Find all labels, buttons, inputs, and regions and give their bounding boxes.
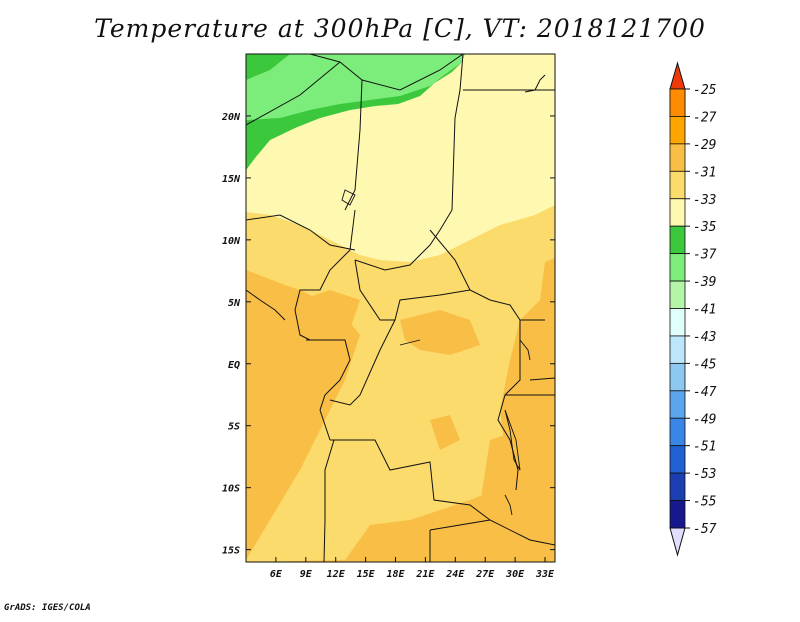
colorbar-label: -41 — [693, 303, 716, 318]
colorbar-label: -57 — [693, 522, 717, 537]
colorbar-label: -39 — [693, 275, 716, 290]
lat-tick-label: 10N — [222, 236, 241, 247]
colorbar-swatch — [669, 390, 686, 419]
lon-tick-label: 6E — [270, 569, 283, 580]
colorbar-label: -51 — [693, 440, 716, 455]
lon-tick-label: 24E — [445, 569, 465, 580]
colorbar-label: -31 — [693, 165, 716, 180]
colorbar-label: -37 — [693, 248, 717, 263]
colorbar-bottom-arrow — [669, 527, 686, 557]
chart-title: Temperature at 300hPa [C], VT: 201812170… — [94, 14, 706, 43]
colorbar-swatch — [669, 362, 686, 392]
field-band-green-light — [246, 54, 465, 170]
lat-tick-label: 15N — [222, 174, 241, 185]
colorbar-swatch — [669, 88, 686, 117]
colorbar-swatch — [669, 143, 686, 172]
colorbar-label: -43 — [693, 330, 716, 345]
lon-tick-label: 18E — [386, 569, 405, 580]
lon-tick-label: 27E — [475, 569, 495, 580]
lat-tick-label: 5N — [228, 298, 241, 309]
colorbar-swatch — [669, 335, 686, 364]
colorbar-label: -29 — [693, 138, 716, 153]
colorbar-swatch — [669, 417, 686, 447]
colorbar-label: -45 — [693, 357, 717, 372]
lon-tick-label: 12E — [327, 569, 346, 580]
colorbar-swatch — [669, 198, 686, 227]
lakes-and-coast — [341, 189, 531, 516]
longitude-axis: 6E 9E 12E 15E 18E 21E 24E 27E 30E 33E — [270, 557, 555, 580]
colorbar-label: -33 — [693, 193, 716, 208]
colorbar-swatch — [669, 116, 686, 145]
colorbar-label: -47 — [693, 385, 717, 400]
country-boundaries — [246, 54, 555, 562]
colorbar-swatch — [669, 445, 686, 474]
colorbar-swatch — [669, 280, 686, 309]
lat-tick-label: 10S — [222, 484, 240, 495]
colorbar-swatch — [669, 500, 686, 529]
lon-tick-label: 21E — [415, 569, 435, 580]
grads-credit: GrADS: IGES/COLA — [4, 603, 91, 613]
lat-tick-label: EQ — [228, 360, 240, 371]
colorbar-label: -53 — [693, 467, 716, 482]
colorbar-swatch — [669, 225, 686, 255]
colorbar-swatch — [669, 253, 686, 282]
lat-tick-label: 5S — [228, 422, 240, 433]
colorbar-label: -55 — [693, 495, 717, 510]
latitude-axis: 20N 15N 10N 5N EQ 5S 10S 15S — [221, 112, 555, 557]
colorbar-label: -35 — [693, 220, 717, 235]
lon-tick-label: 9E — [300, 569, 313, 580]
colorbar-label: -27 — [693, 110, 717, 125]
lat-tick-label: 15S — [222, 546, 240, 557]
map-frame — [245, 53, 556, 563]
field-band-orange-patch — [300, 290, 540, 520]
colorbar-swatch — [669, 472, 686, 501]
colorbar-swatch — [669, 170, 686, 200]
colorbar-swatch — [669, 308, 686, 337]
colorbar-label: -25 — [693, 83, 717, 98]
lon-tick-label: 15E — [357, 569, 376, 580]
temperature-field — [246, 54, 555, 562]
colorbar-label: -49 — [693, 412, 716, 427]
lon-tick-label: 30E — [505, 569, 525, 580]
lon-tick-label: 33E — [535, 569, 555, 580]
lat-tick-label: 20N — [221, 112, 241, 123]
field-band-green-dark — [246, 54, 462, 170]
colorbar-top-arrow — [669, 61, 686, 90]
colorbar: -25 -27 -29 -31 -33 -35 -37 -39 -41 -43 -45 -47 -49 -… — [669, 61, 717, 557]
